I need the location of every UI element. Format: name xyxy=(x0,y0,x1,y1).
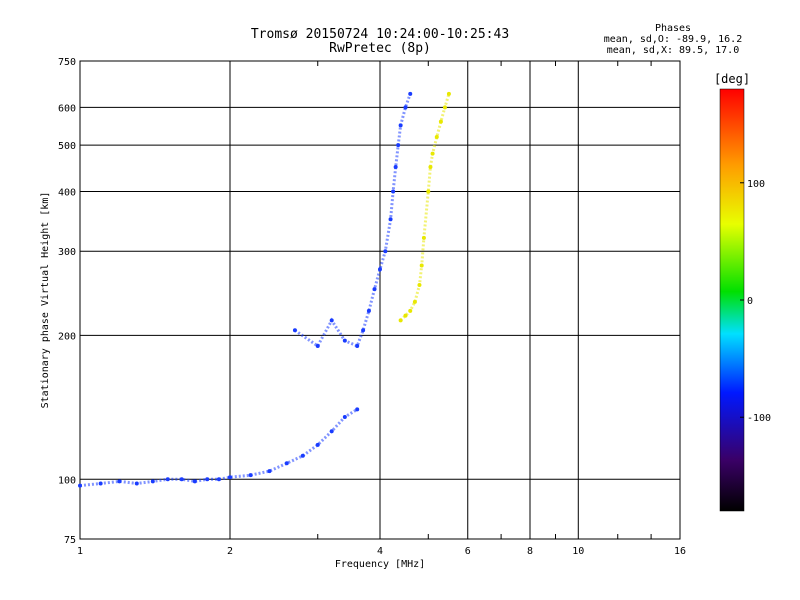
phases-o-mode: mean, sd,O: -89.9, 16.2 xyxy=(603,34,743,45)
y-tick-label: 200 xyxy=(58,331,76,342)
y-tick-label: 600 xyxy=(58,103,76,114)
y-tick-label: 75 xyxy=(64,535,76,546)
x-tick-label: 8 xyxy=(527,546,533,557)
x-tick-label: 4 xyxy=(377,546,383,557)
x-tick-label: 6 xyxy=(465,546,471,557)
phases-x-mode: mean, sd,X: 89.5, 17.0 xyxy=(606,45,740,56)
x-tick-label: 2 xyxy=(227,546,233,557)
colorbar-tick-label: 0 xyxy=(747,296,753,307)
colorbar-label: [deg] xyxy=(714,72,750,86)
series-trace xyxy=(294,93,412,349)
y-tick-label: 400 xyxy=(58,187,76,198)
x-tick-label: 10 xyxy=(572,546,584,557)
y-tick-label: 300 xyxy=(58,247,76,258)
data-point xyxy=(355,407,360,412)
colorbar-tick-label: 100 xyxy=(747,179,765,190)
y-tick-label: 100 xyxy=(58,475,76,486)
phases-heading: Phases xyxy=(654,23,692,34)
series-trace xyxy=(79,408,358,488)
plot-frame xyxy=(79,60,681,540)
chart-subtitle: RwPretec (8p) xyxy=(329,41,431,56)
series-trace xyxy=(399,93,451,322)
y-tick-label: 750 xyxy=(58,57,76,68)
colorbar-tick-label: -100 xyxy=(747,413,771,424)
y-tick-label: 500 xyxy=(58,141,76,152)
chart-title: Tromsø 20150724 10:24:00-10:25:43 xyxy=(250,27,510,42)
x-tick-label: 16 xyxy=(674,546,686,557)
x-axis-label: Frequency [MHz] xyxy=(335,559,425,570)
x-tick-label: 1 xyxy=(77,546,83,557)
y-axis-label: Stationary phase Virtual Height [km] xyxy=(40,192,51,409)
